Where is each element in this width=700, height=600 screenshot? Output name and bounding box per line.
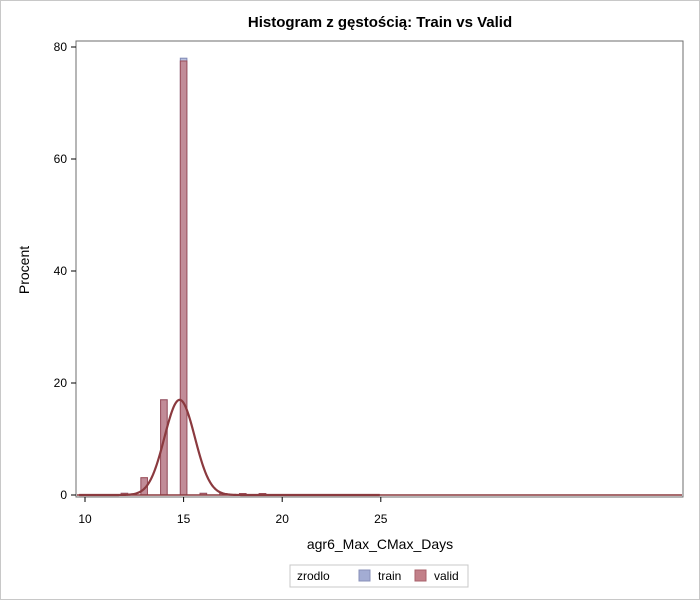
legend-label-train: train bbox=[378, 569, 401, 583]
x-tick-label-3: 25 bbox=[374, 512, 388, 526]
x-tick-label-2: 20 bbox=[276, 512, 290, 526]
legend-label-valid: valid bbox=[434, 569, 459, 583]
x-tick-label-1: 15 bbox=[177, 512, 191, 526]
x-tick-label-0: 10 bbox=[78, 512, 92, 526]
y-tick-label-3: 60 bbox=[54, 152, 68, 166]
chart-title: Histogram z gęstością: Train vs Valid bbox=[248, 14, 512, 31]
legend-swatch-valid bbox=[414, 569, 427, 582]
y-tick-label-4: 80 bbox=[54, 40, 68, 54]
y-tick-label-0: 0 bbox=[60, 488, 67, 502]
y-tick-label-1: 20 bbox=[54, 376, 68, 390]
x-axis-ticks: 10 15 20 25 bbox=[78, 497, 388, 526]
bar-valid-3 bbox=[179, 60, 188, 496]
y-axis-label: Procent bbox=[16, 246, 32, 294]
y-tick-label-2: 40 bbox=[54, 264, 68, 278]
legend-title: zrodlo bbox=[297, 569, 330, 583]
legend-swatch-train bbox=[358, 569, 371, 582]
y-axis-ticks: 0 20 40 60 80 bbox=[54, 40, 76, 502]
plot-area bbox=[75, 40, 684, 498]
x-axis-label: agr6_Max_CMax_Days bbox=[307, 536, 453, 552]
legend: zrodlo train valid bbox=[289, 564, 469, 588]
